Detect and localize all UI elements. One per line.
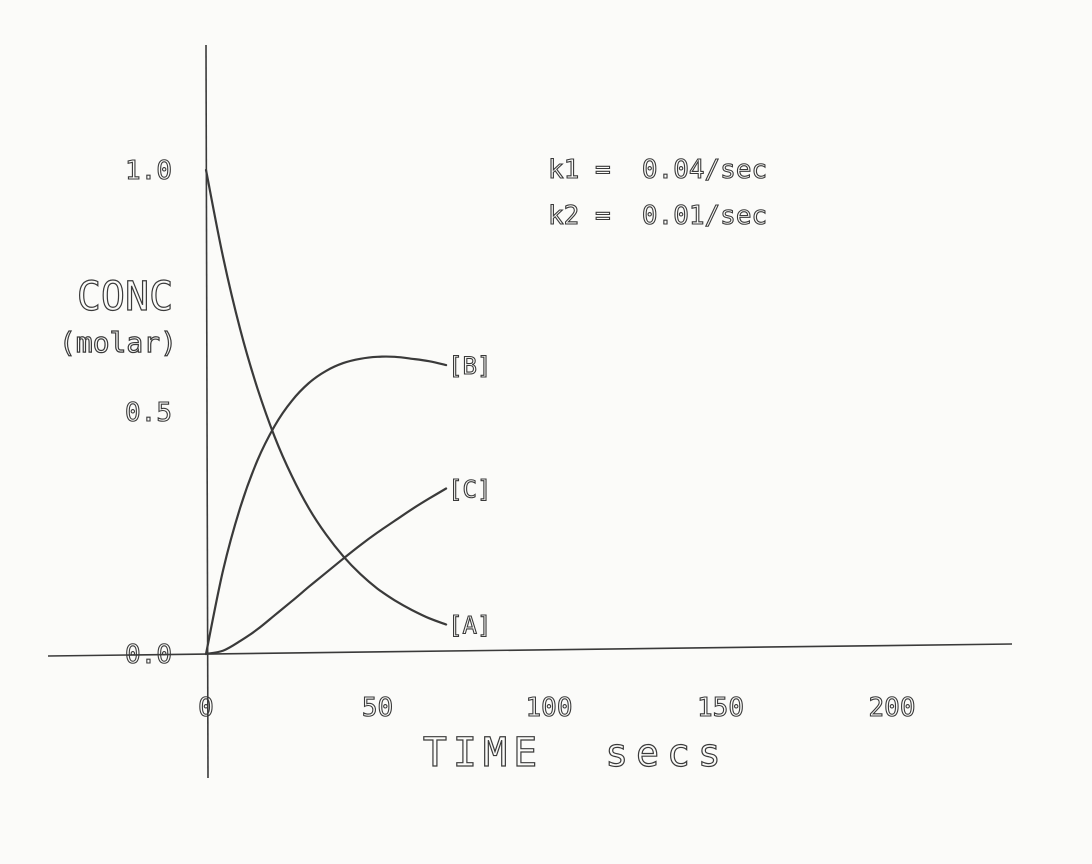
x-tick-label: 150 — [697, 693, 744, 723]
y-axis-title-line-1: CONC — [77, 274, 173, 320]
x-tick-labels: 0 50 100 150 200 — [198, 692, 916, 723]
series-label-b: [B] — [448, 352, 491, 380]
y-tick-label: 1.0 — [125, 156, 172, 186]
series-label-a: [A] — [448, 611, 491, 639]
x-axis-title-secs: secs — [605, 731, 729, 775]
x-tick-label: 50 — [362, 693, 393, 723]
axes — [47, 44, 1013, 779]
series-label-c: [C] — [448, 475, 491, 503]
y-axis-title-line-2: (molar) — [59, 326, 177, 359]
y-axis-line — [205, 44, 209, 779]
series-line-c — [204, 487, 448, 656]
series-group — [204, 168, 448, 656]
annotation-k1: k1 = 0.04/sec — [548, 155, 767, 185]
y-tick-label: 0.5 — [125, 398, 172, 428]
series-labels: [A] [B] [C] — [448, 352, 492, 641]
x-tick-label: 0 — [198, 693, 214, 723]
y-tick-label: 0.0 — [125, 640, 172, 670]
x-axis-line — [47, 643, 1013, 657]
series-line-b — [204, 355, 448, 656]
x-tick-label: 200 — [869, 693, 916, 723]
annotation-k2: k2 = 0.01/sec — [548, 201, 767, 231]
x-axis-title-time: TIME — [423, 730, 543, 776]
series-line-a — [204, 168, 448, 626]
y-tick-labels: 0.0 0.5 1.0 — [124, 155, 172, 670]
x-tick-label: 100 — [526, 693, 573, 723]
